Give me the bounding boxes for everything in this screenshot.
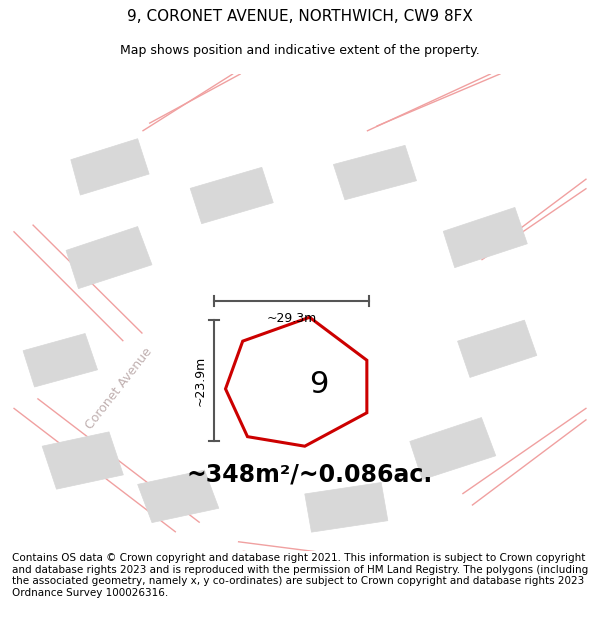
Polygon shape (226, 318, 367, 446)
Polygon shape (410, 418, 496, 479)
Polygon shape (23, 334, 98, 387)
Polygon shape (71, 139, 149, 195)
Polygon shape (66, 226, 152, 289)
Text: ~348m²/~0.086ac.: ~348m²/~0.086ac. (187, 463, 433, 487)
Text: Contains OS data © Crown copyright and database right 2021. This information is : Contains OS data © Crown copyright and d… (12, 553, 588, 598)
Polygon shape (190, 168, 273, 224)
Polygon shape (42, 432, 124, 489)
Polygon shape (137, 470, 219, 522)
Polygon shape (334, 146, 416, 200)
Polygon shape (458, 320, 537, 378)
Text: ~23.9m: ~23.9m (193, 356, 206, 406)
Polygon shape (443, 208, 527, 268)
Text: 9, CORONET AVENUE, NORTHWICH, CW9 8FX: 9, CORONET AVENUE, NORTHWICH, CW9 8FX (127, 9, 473, 24)
Text: ~29.3m: ~29.3m (266, 312, 317, 326)
Text: Coronet Avenue: Coronet Avenue (83, 346, 154, 432)
Polygon shape (305, 482, 388, 532)
Text: Map shows position and indicative extent of the property.: Map shows position and indicative extent… (120, 44, 480, 57)
Text: 9: 9 (310, 369, 329, 399)
